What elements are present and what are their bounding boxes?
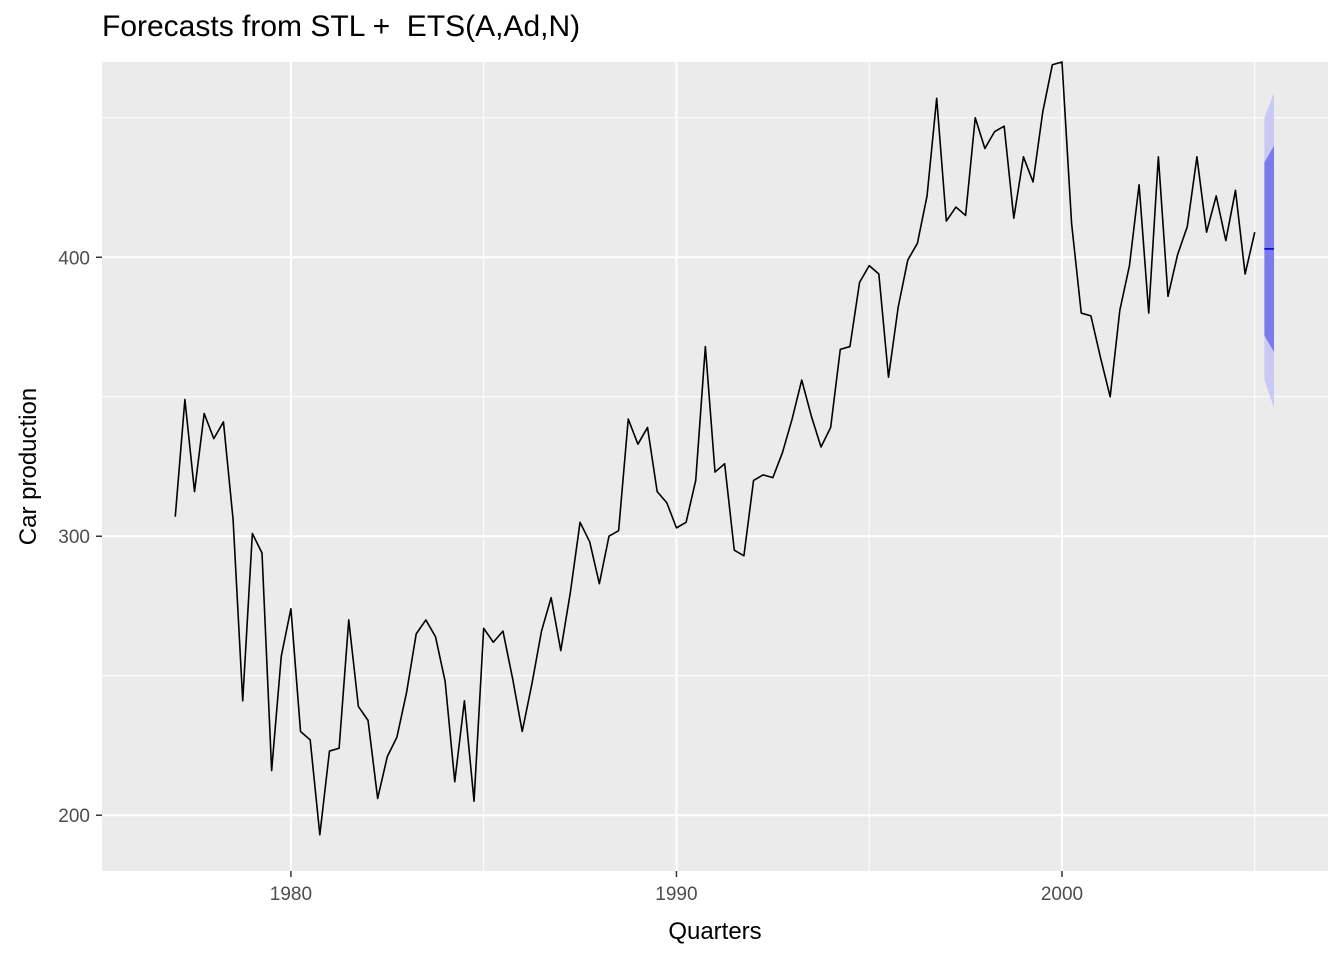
major-gridlines bbox=[102, 62, 1328, 871]
series-line bbox=[174, 61, 1256, 836]
forecast-intervals bbox=[1264, 92, 1275, 408]
y-tick-label: 200 bbox=[58, 806, 90, 827]
y-tick-label: 400 bbox=[58, 248, 90, 269]
minor-gridlines bbox=[102, 62, 1328, 871]
y-axis-title: Car production bbox=[15, 388, 42, 545]
x-tick-label: 2000 bbox=[1041, 884, 1083, 905]
x-axis-ticks: 1980 1990 2000 bbox=[270, 871, 1083, 905]
chart-title: Forecasts from STL + ETS(A,Ad,N) bbox=[102, 10, 581, 43]
y-tick-label: 300 bbox=[58, 527, 90, 548]
x-axis-title: Quarters bbox=[668, 918, 761, 945]
y-axis-ticks: 200 300 400 bbox=[58, 248, 102, 827]
series-group bbox=[174, 61, 1256, 836]
x-tick-label: 1990 bbox=[655, 884, 697, 905]
x-tick-label: 1980 bbox=[270, 884, 312, 905]
